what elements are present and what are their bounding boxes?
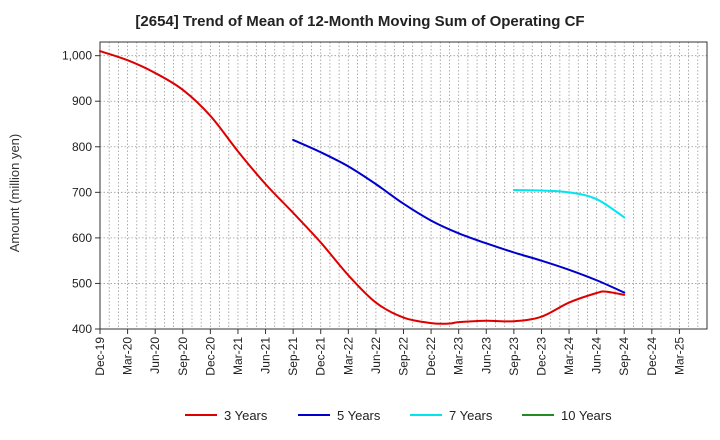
- x-tick-label: Mar-20: [121, 337, 135, 375]
- series-line-7-years: [512, 189, 626, 219]
- x-tick-label: Jun-22: [369, 337, 383, 374]
- x-tick-label: Dec-21: [314, 337, 328, 376]
- chart-title: [2654] Trend of Mean of 12-Month Moving …: [135, 13, 585, 30]
- y-tick-label: 600: [72, 231, 92, 245]
- legend-label-3-years: 3 Years: [224, 408, 268, 423]
- y-tick-label: 800: [72, 140, 92, 154]
- x-tick-label: Sep-23: [507, 337, 521, 376]
- y-tick-label: 900: [72, 94, 92, 108]
- y-tick-label: 1,000: [62, 49, 92, 63]
- x-tick-label: Jun-20: [148, 337, 162, 374]
- x-tick-label: Mar-22: [341, 337, 355, 375]
- legend-label-5-years: 5 Years: [337, 408, 381, 423]
- x-tick-label: Dec-19: [93, 337, 107, 376]
- legend-label-10-years: 10 Years: [561, 408, 612, 423]
- x-tick-label: Sep-20: [176, 337, 190, 376]
- x-tick-label: Dec-20: [203, 337, 217, 376]
- x-tick-label: Sep-22: [397, 337, 411, 376]
- y-axis-label: Amount (million yen): [7, 134, 22, 253]
- x-tick-label: Sep-24: [617, 337, 631, 376]
- series-line-3-years: [99, 50, 626, 325]
- x-tick-label: Mar-24: [562, 337, 576, 375]
- y-tick-label: 500: [72, 276, 92, 290]
- series-line-5-years: [292, 138, 626, 294]
- x-tick-label: Mar-23: [452, 337, 466, 375]
- x-tick-label: Mar-21: [231, 337, 245, 375]
- x-tick-label: Jun-23: [479, 337, 493, 374]
- legend-label-7-years: 7 Years: [449, 408, 493, 423]
- x-tick-label: Dec-22: [424, 337, 438, 376]
- x-tick-label: Dec-24: [645, 337, 659, 376]
- x-tick-label: Mar-25: [672, 337, 686, 375]
- x-tick-label: Dec-23: [534, 337, 548, 376]
- x-tick-label: Sep-21: [286, 337, 300, 376]
- x-tick-label: Jun-21: [259, 337, 273, 374]
- y-tick-label: 700: [72, 185, 92, 199]
- x-tick-label: Jun-24: [590, 337, 604, 374]
- y-tick-label: 400: [72, 322, 92, 336]
